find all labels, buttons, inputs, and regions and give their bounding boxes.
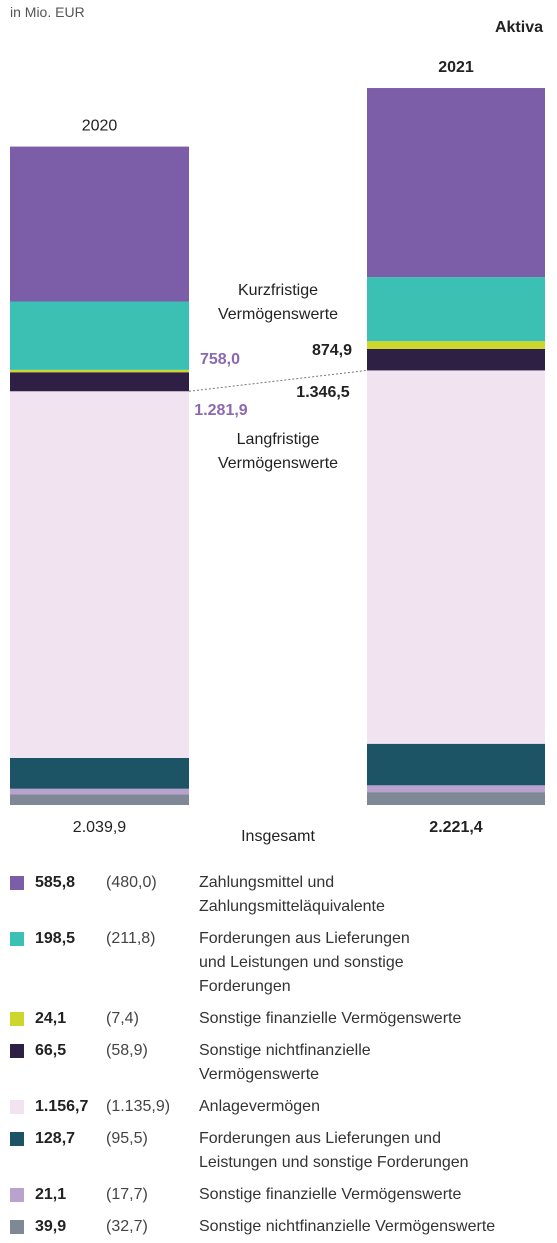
legend-row: 198,5 (211,8) Forderungen aus Lieferungen … — [10, 927, 555, 999]
legend-row: 21,1 (17,7) Sonstige finanzielle Vermögens… — [10, 1183, 555, 1207]
bar-segment — [367, 88, 545, 278]
total-caption: Insgesamt — [241, 828, 315, 845]
legend-row: 1.156,7 (1.135,9) Anlagevermögen — [10, 1095, 555, 1119]
legend-name: Anlagevermögen — [199, 1098, 320, 1115]
legend-row: 585,8 (480,0) Zahlungsmittel und Zahlungsm… — [10, 871, 555, 919]
legend-name: Sonstige nichtfinanzielle Vermögenswerte — [199, 1042, 371, 1083]
short-term-total: 758,0 — [200, 351, 240, 368]
legend-name: Zahlungsmittel und Zahlungsmitteläquival… — [199, 874, 385, 915]
bar-segment — [10, 301, 189, 370]
legend-value: 21,1 — [35, 1186, 67, 1203]
legend-prior-value: (1.135,9) — [106, 1098, 171, 1115]
subtitle: in Mio. EUR — [10, 4, 85, 20]
bar-segment — [367, 743, 545, 786]
legend-prior-value: (480,0) — [106, 874, 157, 891]
legend-value: 24,1 — [35, 1010, 67, 1027]
bar-segment — [10, 788, 189, 795]
long-term-total: 1.281,9 — [194, 402, 247, 419]
legend-row: 24,1 (7,4) Sonstige finanzielle Vermögensw… — [10, 1007, 555, 1031]
bar-segment — [10, 369, 189, 373]
legend-swatch — [10, 1188, 24, 1202]
bar-segment — [367, 348, 545, 371]
legend-row: 66,5 (58,9) Sonstige nichtfinanzielle Verm… — [10, 1039, 555, 1087]
legend: 585,8 (480,0) Zahlungsmittel und Zahlungsm… — [10, 871, 555, 1239]
bar-segment — [367, 277, 545, 342]
bar-segment — [367, 370, 545, 744]
legend-prior-value: (211,8) — [106, 930, 156, 947]
legend-value: 198,5 — [35, 930, 76, 947]
legend-row: 39,9 (32,7) Sonstige nichtfinanzielle Verm… — [10, 1215, 555, 1239]
legend-swatch — [10, 932, 24, 946]
legend-row: 128,7 (95,5) Forderungen aus Lieferungen u… — [10, 1127, 555, 1175]
legend-name: Forderungen aus Lieferungen und Leistung… — [199, 930, 410, 995]
legend-name: Sonstige nichtfinanzielle Vermögenswerte — [199, 1218, 496, 1235]
bar-segment — [10, 391, 189, 758]
short-term-total: 874,9 — [312, 342, 352, 359]
bar-segment — [10, 372, 189, 392]
legend-prior-value: (7,4) — [106, 1010, 139, 1027]
legend-prior-value: (95,5) — [106, 1130, 148, 1147]
legend-swatch — [10, 1100, 24, 1114]
long-term-total: 1.346,5 — [296, 384, 349, 401]
bar-segment — [367, 341, 545, 349]
legend-swatch — [10, 1132, 24, 1146]
short-term-label: Kurzfristige Vermögenswerte — [218, 282, 338, 323]
legend-value: 39,9 — [35, 1218, 67, 1235]
bar-segment — [10, 794, 189, 805]
bar-segment — [10, 757, 189, 789]
bar-segment — [10, 146, 189, 302]
chart: in Mio. EUR Aktiva 2020 2.039,9 2021 2.221,… — [10, 4, 545, 845]
long-term-label: Langfristige Vermögenswerte — [218, 431, 338, 472]
legend-name: Sonstige finanzielle Vermögenswerte — [199, 1010, 462, 1027]
legend-prior-value: (58,9) — [106, 1042, 148, 1059]
category-label: 2021 — [438, 59, 474, 76]
total-label: 2.039,9 — [73, 819, 126, 836]
connector — [188, 369, 368, 392]
title: Aktiva — [495, 19, 543, 36]
legend-value: 128,7 — [35, 1130, 76, 1147]
bar-segment — [367, 792, 545, 805]
total-label: 2.221,4 — [429, 819, 482, 836]
legend-prior-value: (17,7) — [106, 1186, 148, 1203]
legend-name: Forderungen aus Lieferungen und Leistung… — [199, 1130, 469, 1171]
legend-value: 585,8 — [35, 874, 76, 891]
legend-swatch — [10, 876, 24, 890]
bar-segment — [367, 785, 545, 793]
legend-value: 1.156,7 — [35, 1098, 89, 1115]
category-label: 2020 — [82, 118, 118, 135]
legend-swatch — [10, 1044, 24, 1058]
legend-prior-value: (32,7) — [106, 1218, 148, 1235]
legend-swatch — [10, 1220, 24, 1234]
legend-name: Sonstige finanzielle Vermögenswerte — [199, 1186, 462, 1203]
legend-value: 66,5 — [35, 1042, 67, 1059]
legend-swatch — [10, 1012, 24, 1026]
